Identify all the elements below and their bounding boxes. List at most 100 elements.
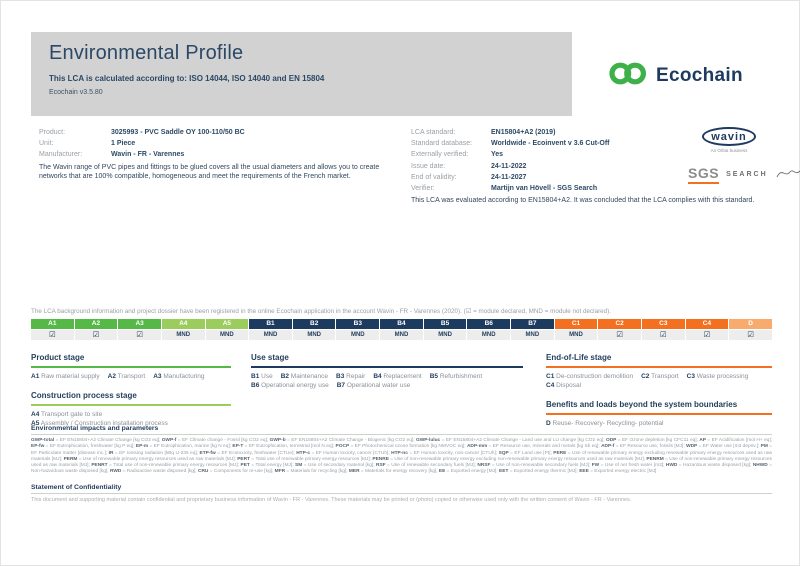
module-state-d: ☑ (729, 330, 772, 340)
lca-standard-value: EN15804+A2 (2019) (491, 129, 556, 137)
module-state-b3: MND (336, 330, 380, 340)
end-of-validity-row: End of validity: 24-11-2027 (411, 172, 773, 183)
module-header-a2: A2 (74, 319, 118, 329)
stage-item-a2: A2 Transport (107, 373, 146, 380)
parameters-heading: Environmental impacts and parameters (31, 425, 772, 435)
verifier-row: Verifier: Martijn van Hövell - SGS Searc… (411, 183, 773, 194)
benefits-items: D Reuse- Recovery- Recycling- potential (546, 420, 772, 429)
product-description: The Wavin range of PVC pipes and fitting… (39, 164, 380, 180)
module-header-b5: B5 (423, 319, 467, 329)
module-column-c2: C2 ☑ (598, 319, 641, 340)
module-column-a5: A5 MND (205, 319, 249, 340)
unit-label: Unit: (39, 140, 54, 148)
module-header-b3: B3 (336, 319, 380, 329)
module-column-c1: C1 MND (554, 319, 598, 340)
signature-icon (775, 166, 800, 187)
lca-info-block: LCA standard: EN15804+A2 (2019) Standard… (411, 127, 773, 194)
module-column-a2: A2 ☑ (74, 319, 118, 340)
product-label: Product: (39, 129, 66, 137)
use-stage-items: B1 Use B2 Maintenance B3 Repair B4 Replacem… (251, 373, 523, 391)
manufacturer-row: Manufacturer: Wavin - FR - Varennes (39, 149, 401, 160)
ecochain-logo-text: Ecochain (656, 65, 743, 86)
module-column-a3: A3 ☑ (118, 319, 161, 340)
parameters-section: Environmental impacts and parameters GWP… (31, 425, 772, 476)
product-row: Product: 3025993 - PVC Saddle OY 100-110… (39, 127, 401, 138)
module-header-b2: B2 (292, 319, 336, 329)
module-state-c2: ☑ (598, 330, 641, 340)
module-column-b7: B7 MND (511, 319, 554, 340)
module-column-b2: B2 MND (292, 319, 336, 340)
wavin-logo: wavin An Orbia business (695, 127, 763, 153)
sgs-search-logo: SGS SEARCH (688, 166, 800, 187)
ecochain-version: Ecochain v3.5.80 (49, 89, 103, 96)
construction-stage-heading: Construction process stage (31, 391, 231, 406)
module-declaration-table: A1 ☑ A2 ☑ A3 ☑ A4 MND A5 MND B1 MND B2 MND B3 MND B4 MND B… (31, 319, 772, 340)
externally-verified-row: Externally verified: Yes (411, 149, 773, 160)
unit-row: Unit: 1 Piece (39, 138, 401, 149)
stage-item-a1: A1 Raw material supply (31, 373, 100, 380)
confidentiality-section: Statement of Confidentiality This docume… (31, 484, 772, 504)
product-stage-items: A1 Raw material supply A2 Transport A3 Man… (31, 373, 231, 382)
module-column-b6: B6 MND (467, 319, 511, 340)
stage-column-use: Use stage B1 Use B2 Maintenance B3 Repair B… (251, 353, 523, 391)
stage-item-c4: C4 Disposal (546, 381, 582, 389)
parameters-definitions: GWP-total = EF EN15804+A2 Climate Change… (31, 438, 773, 475)
orbia-tagline: An Orbia business (710, 148, 748, 153)
standard-database-row: Standard database: Worldwide - Ecoinvent… (411, 138, 773, 149)
end-of-life-stage-section: End-of-Life stage C1 De-construction dem… (546, 353, 772, 391)
module-column-b3: B3 MND (336, 319, 380, 340)
wavin-logo-text: wavin (711, 131, 747, 143)
issue-date-label: Issue date: (411, 162, 446, 170)
stage-item-a4: A4 Transport gate to site (31, 410, 103, 418)
end-of-life-stage-heading: End-of-Life stage (546, 353, 772, 368)
module-state-a3: ☑ (118, 330, 161, 340)
construction-stage-items: A4 Transport gate to site A5 Assembly / C… (31, 411, 231, 429)
end-of-life-stage-items: C1 De-construction demolition C2 Transpor… (546, 373, 772, 391)
use-stage-heading: Use stage (251, 353, 523, 368)
end-of-validity-value: 24-11-2027 (491, 173, 527, 181)
product-info-block: Product: 3025993 - PVC Saddle OY 100-110… (39, 127, 401, 161)
module-header-d: D (729, 319, 772, 329)
module-column-b5: B5 MND (423, 319, 467, 340)
benefits-heading: Benefits and loads beyond the system bou… (546, 400, 772, 415)
verifier-label: Verifier: (411, 185, 435, 193)
module-header-c1: C1 (554, 319, 598, 329)
confidentiality-heading: Statement of Confidentiality (31, 484, 772, 494)
module-column-c3: C3 ☑ (641, 319, 685, 340)
sgs-search-text: SEARCH (726, 171, 768, 178)
standard-database-label: Standard database: (411, 140, 473, 148)
page-title: Environmental Profile (49, 42, 244, 64)
module-state-a4: MND (161, 330, 205, 340)
module-header-a3: A3 (118, 319, 161, 329)
product-stage-heading: Product stage (31, 353, 231, 368)
module-state-b5: MND (423, 330, 467, 340)
benefits-section: Benefits and loads beyond the system bou… (546, 400, 772, 429)
lca-standard-subtitle: This LCA is calculated according to: ISO… (49, 74, 325, 83)
verifier-value: Martijn van Hövell - SGS Search (491, 185, 598, 193)
use-stage-section: Use stage B1 Use B2 Maintenance B3 Repair B… (251, 353, 523, 391)
evaluation-note: This LCA was evaluated according to EN15… (411, 197, 755, 204)
stage-item-c1: C1 De-construction demolition (546, 373, 634, 380)
stage-column-product: Product stage A1 Raw material supply A2 T… (31, 353, 231, 428)
standard-database-value: Worldwide - Ecoinvent v 3.6 Cut-Off (491, 140, 610, 148)
module-state-b4: MND (380, 330, 423, 340)
confidentiality-text: This document and supporting material co… (31, 497, 632, 503)
module-header-c3: C3 (641, 319, 685, 329)
module-header-b4: B4 (380, 319, 423, 329)
lca-standard-row: LCA standard: EN15804+A2 (2019) (411, 127, 773, 138)
sgs-logo-text: SGS (688, 166, 720, 184)
stage-item-b7: B7 Operational water use (336, 381, 411, 389)
module-header-a5: A5 (205, 319, 249, 329)
product-value: 3025993 - PVC Saddle OY 100-110/50 BC (111, 129, 245, 137)
infinity-icon (608, 61, 648, 91)
end-of-validity-label: End of validity: (411, 173, 457, 181)
stage-item-a5: A5 Assembly / Construction installation … (31, 419, 168, 427)
module-header-b6: B6 (467, 319, 511, 329)
externally-verified-value: Yes (491, 151, 504, 159)
module-state-a2: ☑ (74, 330, 118, 340)
stage-item-b1: B1 Use (251, 373, 273, 380)
lca-standard-label: LCA standard: (411, 129, 456, 137)
externally-verified-label: Externally verified: (411, 151, 469, 159)
module-state-b2: MND (292, 330, 336, 340)
unit-value: 1 Piece (111, 140, 136, 148)
